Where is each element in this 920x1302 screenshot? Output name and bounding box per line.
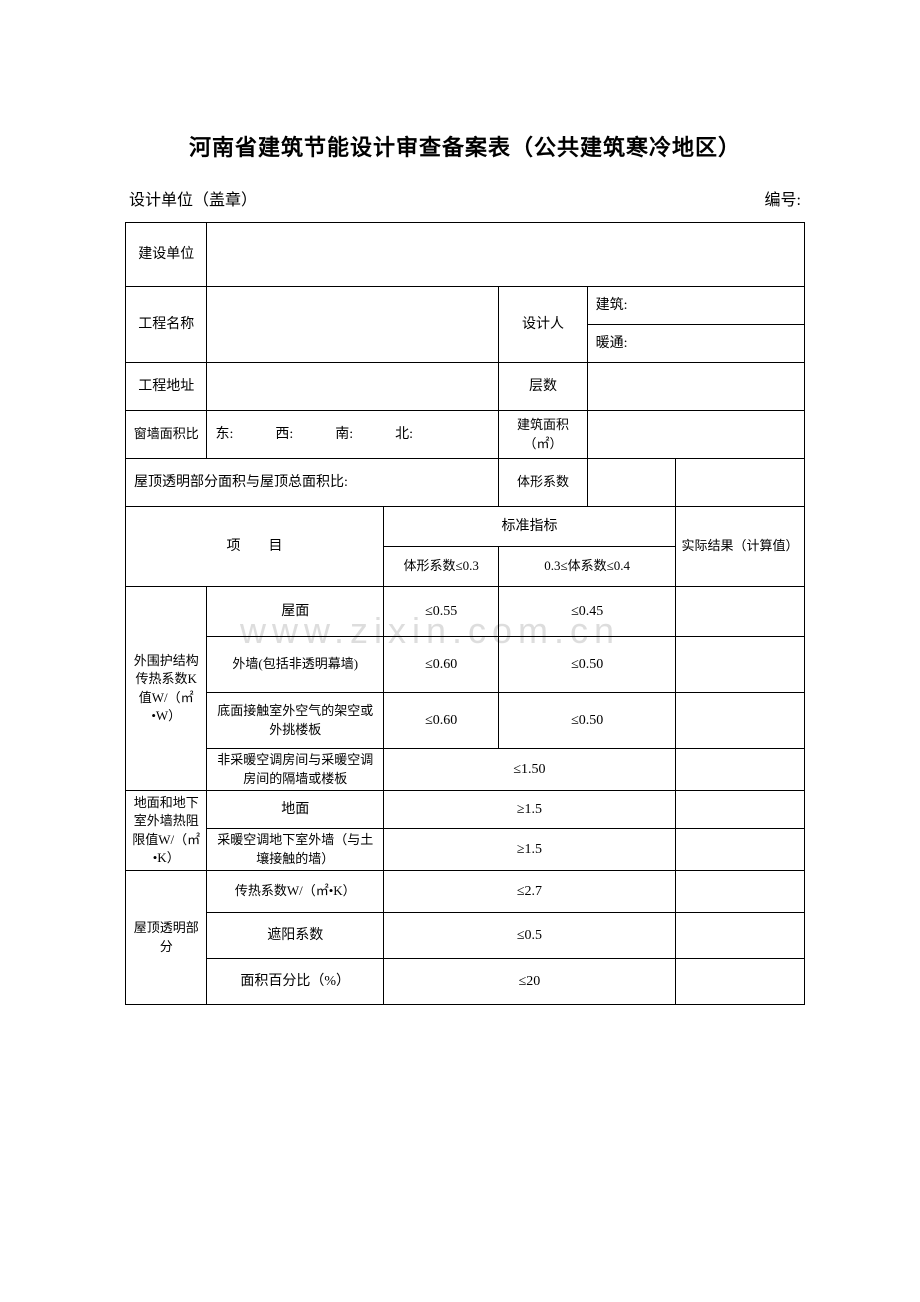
cell-shading-v: ≤0.5 [384, 913, 676, 959]
cell-basement-actual [675, 829, 804, 871]
cell-ground-v: ≥1.5 [384, 791, 676, 829]
cell-standard-header: 标准指标 [384, 507, 676, 547]
cell-roof-actual [675, 587, 804, 637]
cell-basement-label: 采暖空调地下室外墙（与土壤接触的墙） [207, 829, 384, 871]
number-label: 编号: [765, 186, 801, 210]
cell-ground-thermal-label: 地面和地下室外墙热阻限值W/（㎡•K） [126, 791, 207, 871]
cell-area-actual [675, 959, 804, 1005]
design-unit-label: 设计单位（盖章） [129, 186, 257, 210]
cell-construction-unit-label: 建设单位 [126, 223, 207, 287]
cell-ground-label: 地面 [207, 791, 384, 829]
header-line: 设计单位（盖章） 编号: [125, 186, 805, 210]
cell-wall-v1: ≤0.60 [384, 637, 499, 693]
cell-shape-le-03: 体形系数≤0.3 [384, 547, 499, 587]
cell-floor-actual [675, 693, 804, 749]
cell-roof-v2: ≤0.45 [499, 587, 676, 637]
cell-wall-v2: ≤0.50 [499, 637, 676, 693]
cell-roof-ratio-label: 屋顶透明部分面积与屋顶总面积比: [126, 459, 499, 507]
cell-floor-v2: ≤0.50 [499, 693, 676, 749]
cell-window-ratio-label: 窗墙面积比 [126, 411, 207, 459]
cell-directions: 东: 西: 南: 北: [207, 411, 499, 459]
cell-project-name-label: 工程名称 [126, 287, 207, 363]
cell-designer-label: 设计人 [499, 287, 587, 363]
cell-shape-factor-value2 [675, 459, 804, 507]
cell-shape-03-04: 0.3≤体系数≤0.4 [499, 547, 676, 587]
cell-item-header: 项 目 [126, 507, 384, 587]
cell-shape-factor-value1 [587, 459, 675, 507]
cell-shading-label: 遮阳系数 [207, 913, 384, 959]
cell-building-area-value [587, 411, 804, 459]
cell-partition-label: 非采暖空调房间与采暖空调房间的隔墙或楼板 [207, 749, 384, 791]
cell-floor-v1: ≤0.60 [384, 693, 499, 749]
cell-area-label: 面积百分比（%） [207, 959, 384, 1005]
cell-floor-label: 底面接触室外空气的架空或外挑楼板 [207, 693, 384, 749]
cell-roof-v1: ≤0.55 [384, 587, 499, 637]
cell-roof-label: 屋面 [207, 587, 384, 637]
cell-construction-unit-value [207, 223, 805, 287]
cell-shading-actual [675, 913, 804, 959]
cell-actual-header: 实际结果（计算值） [675, 507, 804, 587]
page-container: 河南省建筑节能设计审查备案表（公共建筑寒冷地区） 设计单位（盖章） 编号: 建设… [0, 0, 920, 1005]
cell-shape-factor-label: 体形系数 [499, 459, 587, 507]
cell-address-value [207, 363, 499, 411]
cell-wall-label: 外墙(包括非透明幕墙) [207, 637, 384, 693]
cell-ground-actual [675, 791, 804, 829]
cell-building-area-label: 建筑面积（㎡） [499, 411, 587, 459]
cell-partition-actual [675, 749, 804, 791]
cell-project-name-value [207, 287, 499, 363]
cell-floors-label: 层数 [499, 363, 587, 411]
cell-area-v: ≤20 [384, 959, 676, 1005]
cell-hvac: 暖通: [587, 325, 804, 363]
cell-roof-transparent-label: 屋顶透明部分 [126, 871, 207, 1005]
main-table: 建设单位 工程名称 设计人 建筑: 暖通: 工程地址 层数 窗墙面积比 东: 西… [125, 222, 805, 1005]
cell-address-label: 工程地址 [126, 363, 207, 411]
document-title: 河南省建筑节能设计审查备案表（公共建筑寒冷地区） [125, 130, 805, 162]
cell-basement-v: ≥1.5 [384, 829, 676, 871]
cell-heat-label: 传热系数W/（㎡•K） [207, 871, 384, 913]
cell-envelope-k-label: 外围护结构传热系数K值W/（㎡•W） [126, 587, 207, 791]
cell-heat-v: ≤2.7 [384, 871, 676, 913]
cell-partition-v: ≤1.50 [384, 749, 676, 791]
cell-architecture: 建筑: [587, 287, 804, 325]
cell-heat-actual [675, 871, 804, 913]
cell-floors-value [587, 363, 804, 411]
cell-wall-actual [675, 637, 804, 693]
